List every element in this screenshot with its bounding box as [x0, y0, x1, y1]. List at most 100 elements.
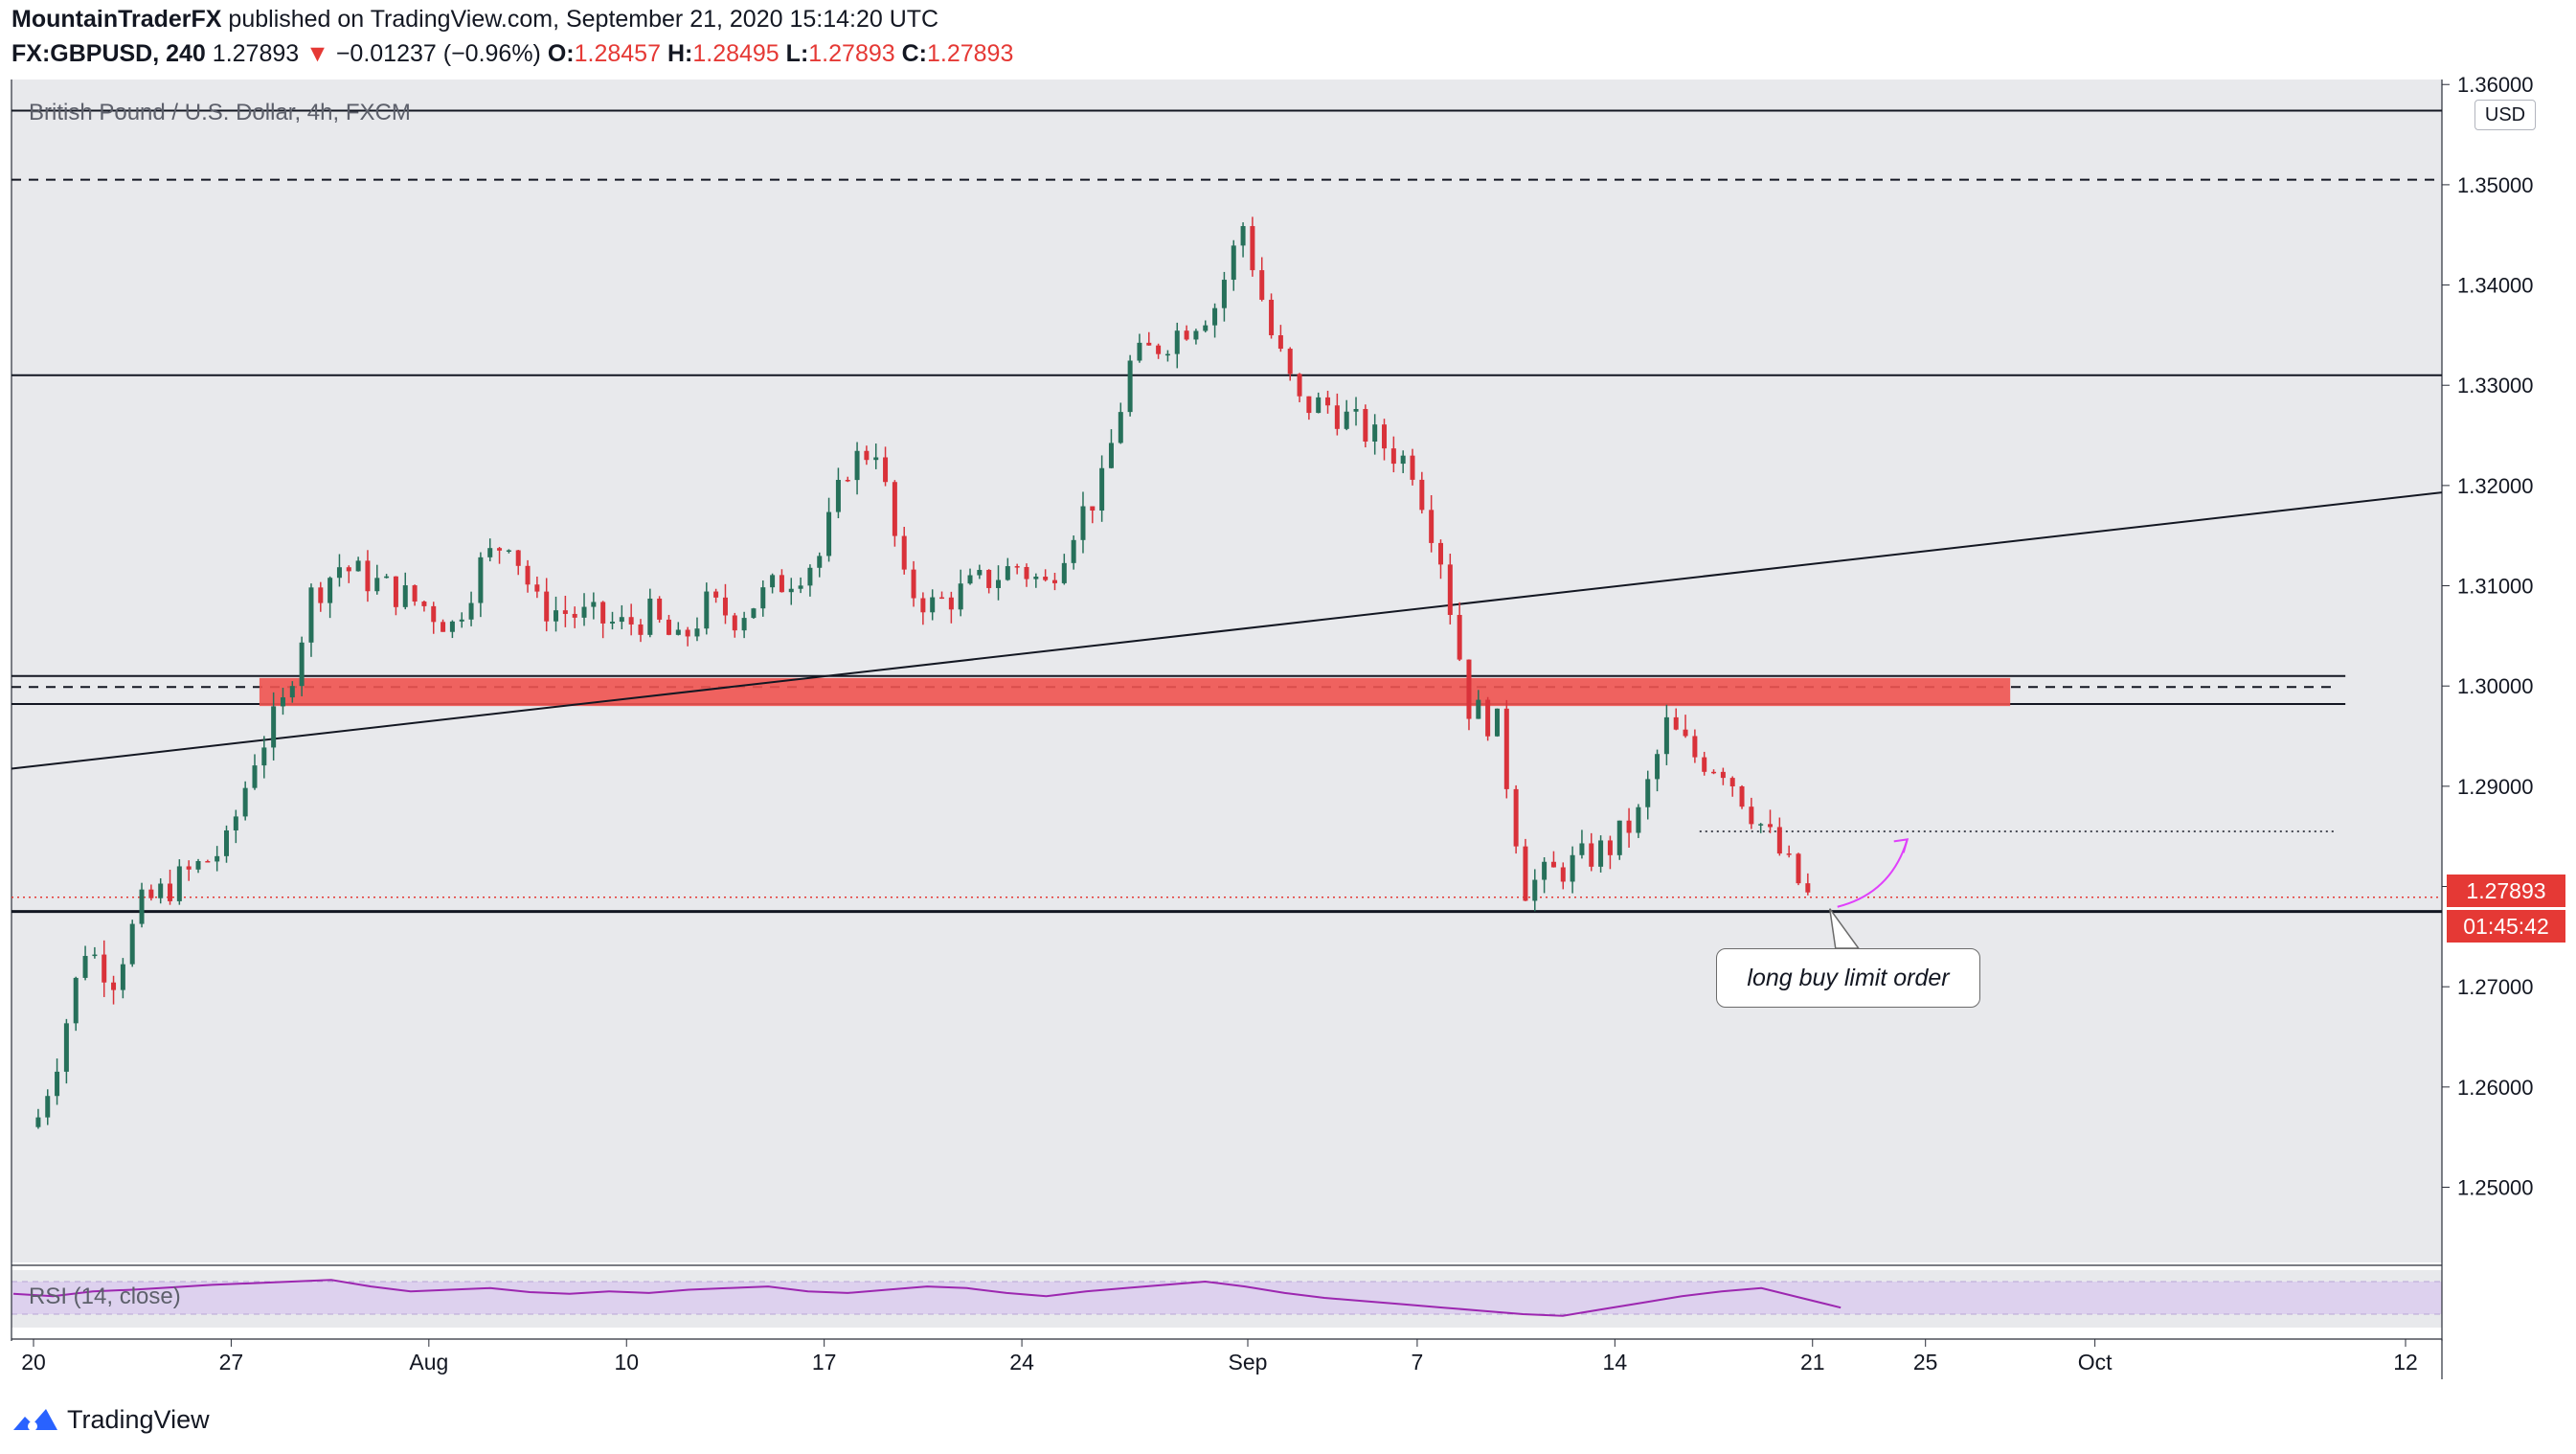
candle-body — [1494, 708, 1500, 737]
open-label: O: — [547, 40, 575, 67]
candle-body — [1560, 867, 1566, 882]
candle-body — [1513, 788, 1519, 847]
candle-body — [713, 591, 719, 598]
time-tick-label: 25 — [1913, 1350, 1938, 1374]
candle-body — [760, 587, 766, 609]
candle-body — [45, 1096, 51, 1118]
bar-countdown-tag: 01:45:42 — [2447, 910, 2565, 943]
time-tick-label: Aug — [409, 1350, 448, 1374]
candle-body — [1550, 861, 1556, 868]
candle-body — [289, 686, 295, 698]
candle-body — [148, 889, 154, 898]
currency-badge[interactable]: USD — [2474, 100, 2536, 130]
candle-body — [261, 747, 267, 766]
candle-body — [854, 450, 860, 481]
candle-body — [751, 608, 757, 619]
candle-body — [1316, 397, 1322, 414]
candle-body — [252, 765, 258, 788]
candle-body — [977, 569, 983, 576]
publisher-name[interactable]: MountainTraderFX — [11, 6, 222, 33]
candle-body — [393, 576, 398, 607]
candle-body — [892, 482, 897, 536]
candle-body — [280, 697, 285, 707]
time-axis[interactable]: 20 27 Aug 10 17 24 Sep 7 14 21 25 Oct 12 — [21, 1339, 2418, 1374]
candle-body — [534, 584, 540, 592]
candle-body — [384, 576, 390, 579]
candle-body — [1231, 245, 1236, 281]
candle-body — [374, 578, 380, 592]
resistance-zone-rect — [259, 677, 2011, 707]
candle-body — [1353, 409, 1359, 412]
price-tick-label: 1.32000 — [2457, 474, 2534, 498]
candle-body — [1277, 335, 1283, 350]
change-down-icon: ▼ — [305, 40, 329, 67]
published-text: published on TradingView.com, September … — [228, 6, 939, 33]
candle-body — [55, 1071, 60, 1097]
candle-body — [402, 585, 408, 607]
candle-body — [487, 548, 493, 557]
candle-body — [1259, 270, 1265, 300]
candle-body — [798, 585, 803, 589]
candle-body — [308, 587, 314, 643]
candle-body — [704, 591, 710, 629]
candle-body — [1174, 330, 1180, 354]
candle-body — [525, 565, 531, 585]
price-axis[interactable]: 1.36000 1.35000 1.34000 1.33000 1.32000 1.310… — [2442, 73, 2534, 1200]
candle-body — [1051, 579, 1057, 583]
candle-body — [478, 557, 484, 603]
candle-body — [63, 1023, 69, 1072]
candle-body — [1325, 397, 1331, 406]
candle-body — [1156, 345, 1162, 354]
candle-body — [1607, 840, 1613, 855]
candle-body — [328, 578, 333, 603]
candle-body — [1127, 360, 1133, 413]
candle-body — [1663, 716, 1669, 755]
resistance-zone[interactable] — [259, 677, 2011, 707]
candle-body — [1532, 879, 1538, 901]
time-tick-label: 14 — [1603, 1350, 1628, 1374]
annotation-callout[interactable]: long buy limit order — [1716, 948, 1980, 1008]
candle-body — [967, 575, 973, 584]
rsi-indicator-label[interactable]: RSI (14, close) — [29, 1284, 181, 1309]
candle-body — [1598, 840, 1604, 867]
candle-body — [1390, 448, 1396, 465]
rsi-line — [12, 1279, 1842, 1317]
candle-body — [610, 622, 616, 624]
candle-body — [1729, 778, 1735, 786]
candle-body — [958, 583, 963, 610]
time-tick-label: 20 — [21, 1350, 46, 1374]
candle-body — [807, 567, 813, 586]
candle-body — [986, 569, 992, 588]
candle-body — [591, 602, 597, 607]
time-tick-label: 10 — [614, 1350, 639, 1374]
candle-body — [1776, 827, 1782, 854]
time-tick-label: Sep — [1229, 1350, 1268, 1374]
candle-body — [336, 567, 342, 579]
time-tick-label: 7 — [1412, 1350, 1424, 1374]
candle-body — [1457, 614, 1462, 660]
candle-body — [1758, 824, 1764, 826]
candle-body — [1400, 455, 1406, 465]
candle-body — [1702, 757, 1707, 772]
candle-body — [1711, 771, 1717, 774]
candle-body — [883, 457, 889, 483]
candle-body — [1306, 396, 1312, 414]
low-label: L: — [785, 40, 809, 67]
candle-body — [459, 619, 464, 622]
price-tick-label: 1.30000 — [2457, 674, 2534, 698]
price-tick-label: 1.27000 — [2457, 975, 2534, 999]
candle-body — [1297, 374, 1302, 397]
candle-body — [1589, 843, 1594, 867]
ohlc-line: FX:GBPUSD, 240 1.27893 ▼ −0.01237 (−0.96… — [11, 40, 1013, 68]
tradingview-brand[interactable]: TradingView — [11, 1400, 210, 1439]
candle-body — [139, 889, 145, 924]
candle-body — [431, 605, 437, 623]
trendline[interactable] — [11, 491, 2443, 770]
price-tick-label: 1.36000 — [2457, 73, 2534, 97]
candle-body — [948, 597, 954, 610]
projection-arrow-head — [1893, 838, 1909, 853]
candle-body — [835, 480, 841, 512]
candle-body — [1090, 506, 1096, 511]
candle-body — [129, 923, 135, 965]
